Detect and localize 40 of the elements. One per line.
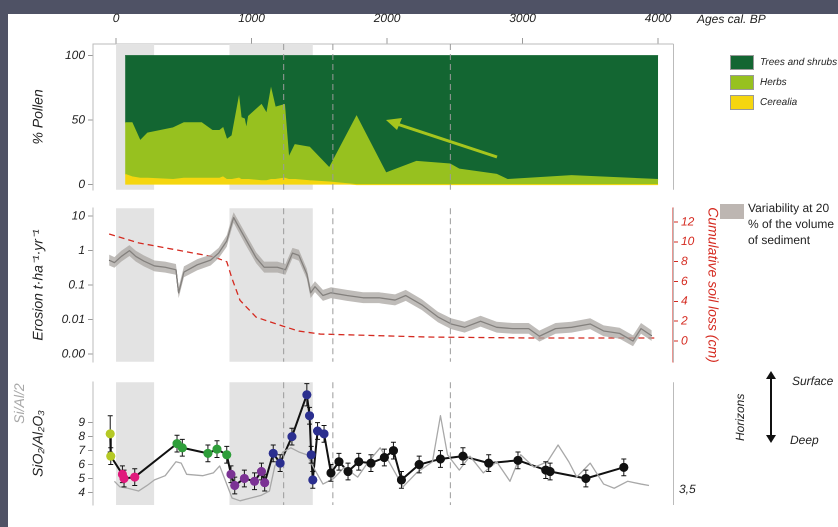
y-tick-label: 50 — [72, 112, 86, 126]
y2-tick-label: 12 — [681, 214, 695, 228]
y-axis-title: % Pollen — [29, 89, 46, 145]
y-tick-label: 10 — [72, 208, 86, 222]
y-tick-label: 6 — [78, 456, 86, 471]
x-axis-title: Ages cal. BP — [697, 12, 766, 26]
x-tick-label: 0 — [112, 11, 120, 26]
x-tick-label: 4000 — [644, 11, 672, 26]
y-tick-label: 0 — [78, 176, 86, 191]
text: Variability at 20 % of the volume of sediment — [748, 200, 836, 248]
legend-label: Herbs — [760, 76, 787, 88]
y-tick-label: 1 — [78, 242, 85, 257]
text: 3,5 — [679, 482, 696, 496]
text: Deep — [790, 433, 819, 447]
legend-label: Cerealia — [760, 96, 798, 108]
y-tick-label: 7 — [78, 442, 86, 457]
y-axis-title: SiO₂/Al₂O₃ — [29, 410, 46, 477]
y2-tick-label: 4 — [681, 294, 688, 308]
y2-tick-label: 2 — [680, 314, 688, 328]
y2-tick-label: 0 — [681, 333, 688, 348]
y2-axis-title: Cumulative soil loss (cm) — [706, 207, 722, 363]
text: Horizons — [733, 394, 747, 441]
y-tick-label: 5 — [78, 470, 86, 485]
y-tick-label: 0.01 — [62, 312, 85, 326]
y2-tick-label: 8 — [681, 254, 688, 268]
y-tick-label: 8 — [78, 428, 86, 443]
y-tick-label: 0.00 — [62, 346, 86, 360]
text: Trees and shrubs — [760, 56, 838, 68]
y-axis-title: Erosion t·ha⁻¹·yr⁻¹ — [29, 229, 46, 341]
y-tick-label: 0.1 — [68, 277, 85, 292]
text: Si/Al/2 — [10, 383, 27, 424]
text: Surface — [792, 374, 834, 388]
x-tick-label: 1000 — [238, 11, 266, 26]
x-tick-label: 2000 — [372, 11, 401, 26]
y2-tick-label: 10 — [681, 234, 695, 248]
y-tick-label: 4 — [78, 484, 86, 499]
x-tick-label: 3000 — [509, 11, 536, 26]
y2-tick-label: 6 — [681, 274, 688, 288]
y-tick-label: 9 — [78, 415, 86, 430]
y-tick-label: 100 — [64, 48, 86, 62]
